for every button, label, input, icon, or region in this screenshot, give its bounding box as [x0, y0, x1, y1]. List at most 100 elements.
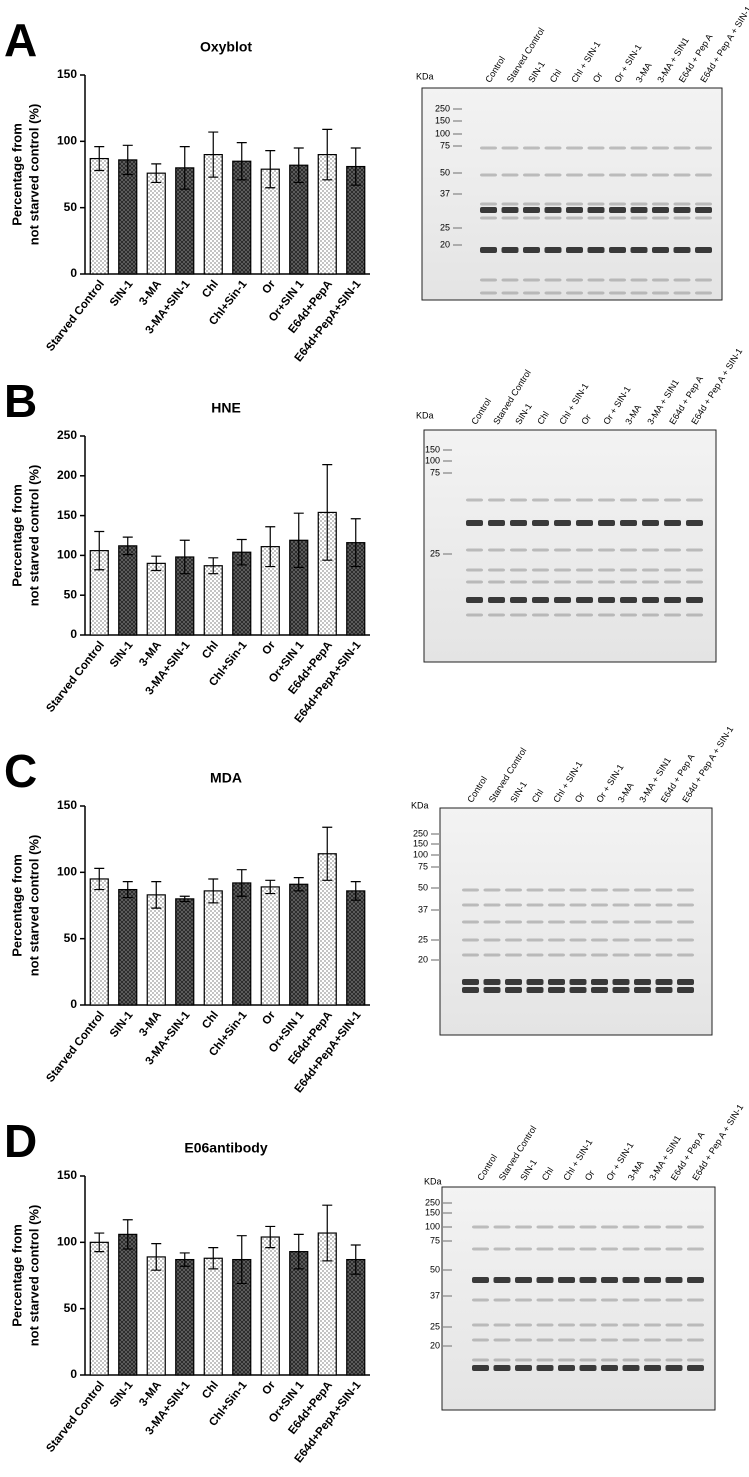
blot-band [609, 207, 626, 213]
lane-label: Control [469, 396, 493, 426]
blot-band [558, 1225, 575, 1229]
blot-band [544, 207, 562, 213]
blot-band [483, 888, 501, 892]
blot-band [505, 888, 522, 892]
blot-band [652, 247, 669, 253]
y-tick-label: 150 [57, 508, 77, 522]
error-bar [151, 1243, 162, 1271]
bar [118, 545, 138, 636]
blot-band [695, 173, 712, 177]
blot-band [544, 216, 562, 220]
blot-band [472, 1358, 489, 1362]
kda-label: KDa [416, 71, 434, 81]
blot-band [554, 498, 571, 502]
blot-band [612, 953, 630, 957]
y-tick-label: 200 [57, 468, 77, 482]
blot-band [480, 278, 497, 282]
blot-band [483, 938, 501, 942]
bar [289, 883, 309, 1006]
blot-band [510, 613, 527, 617]
x-tick-label: SIN-1 [108, 639, 136, 670]
blot-band [483, 979, 501, 985]
blot-band [598, 520, 615, 526]
blot-band [634, 953, 651, 957]
panel-letter: B [4, 375, 37, 427]
blot-band [673, 216, 691, 220]
x-tick-label: Or [260, 639, 278, 657]
blot-band [630, 278, 648, 282]
blot-band [536, 1225, 554, 1229]
marker-label: 75 [430, 467, 440, 477]
blot-band [554, 597, 571, 603]
blot-band [488, 548, 505, 552]
blot-band [576, 568, 593, 572]
error-bar [208, 557, 219, 575]
blot-band [523, 278, 540, 282]
blot-band [622, 1298, 640, 1302]
blot-band [677, 920, 694, 924]
blot-band [566, 278, 583, 282]
blot-band [548, 903, 565, 907]
error-bar [350, 1244, 361, 1275]
y-tick-label: 0 [70, 997, 77, 1011]
error-bar [208, 878, 219, 904]
blot-band [569, 979, 587, 985]
blot-band [569, 953, 587, 957]
y-tick-label: 100 [57, 1235, 77, 1249]
blot-band [665, 1365, 683, 1371]
marker-label: 250 [425, 1197, 440, 1207]
blot-band [579, 1323, 597, 1327]
blot-band [532, 520, 549, 526]
kda-label: KDa [411, 800, 429, 810]
blot-band [462, 888, 479, 892]
blot-band [548, 953, 565, 957]
blot-band [576, 580, 593, 584]
blot-band [591, 938, 608, 942]
y-axis-label: not starved control (%) [26, 1205, 41, 1347]
y-tick-label: 100 [57, 134, 77, 148]
x-tick-label: Starved Control [44, 1379, 107, 1454]
blot-band [587, 278, 605, 282]
blot-band [510, 498, 527, 502]
y-axis-label: Percentage from [9, 123, 24, 226]
x-tick-label: Starved Control [44, 639, 107, 714]
blot-band [501, 278, 519, 282]
blot-band [612, 979, 630, 985]
blot-band [665, 1358, 683, 1362]
x-tick-label: SIN-1 [108, 1379, 136, 1410]
blot-band [622, 1365, 640, 1371]
blot-band [505, 938, 522, 942]
marker-label: 75 [430, 1235, 440, 1245]
blot-band [620, 613, 637, 617]
blot-band [576, 520, 593, 526]
blot-band [566, 247, 583, 253]
blot-band [609, 216, 626, 220]
blot-band [558, 1358, 575, 1362]
error-bar [208, 1247, 219, 1270]
blot-band [686, 498, 703, 502]
blot-band [695, 202, 712, 206]
blot-band [523, 247, 540, 253]
blot-band [642, 613, 659, 617]
bar [203, 1257, 223, 1376]
blot-band [601, 1358, 618, 1362]
blot-band [665, 1323, 683, 1327]
y-tick-label: 100 [57, 865, 77, 879]
blot-band [622, 1323, 640, 1327]
blot-band [466, 568, 483, 572]
marker-label: 20 [430, 1340, 440, 1350]
blot-band [579, 1338, 597, 1342]
blot-band [665, 1277, 683, 1283]
marker-label: 20 [440, 239, 450, 249]
blot-band [554, 580, 571, 584]
y-tick-label: 50 [64, 1301, 78, 1315]
y-tick-label: 0 [70, 1367, 77, 1381]
blot-band [591, 903, 608, 907]
blot-band [493, 1323, 511, 1327]
blot-band [642, 498, 659, 502]
blot-band [655, 903, 673, 907]
error-bar [265, 526, 276, 568]
blot-band [598, 568, 615, 572]
blot-band [466, 520, 483, 526]
blot-band [642, 548, 659, 552]
